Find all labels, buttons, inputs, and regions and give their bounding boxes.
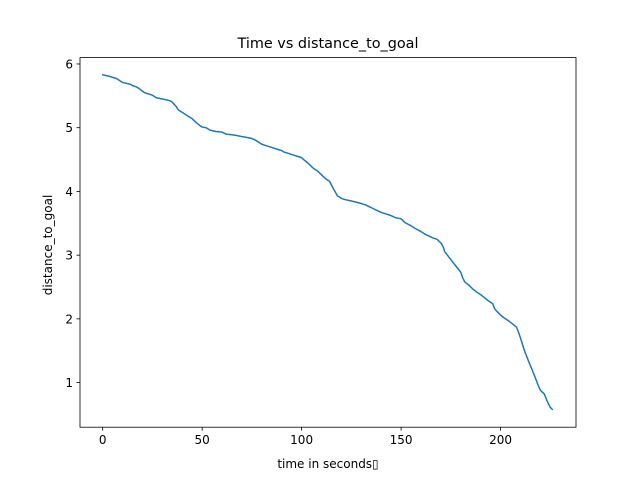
series-line-0 <box>101 73 554 411</box>
x-axis-label: time in seconds▯ <box>277 457 378 471</box>
y-axis-label: distance_to_goal <box>41 195 55 296</box>
axes-frame <box>79 57 577 428</box>
y-tick-label: 3 <box>65 249 73 263</box>
x-tick-label: 150 <box>390 433 413 447</box>
plot-area: 0 50 100 150 200 1 2 3 4 5 6 <box>65 57 577 447</box>
y-tick-label: 6 <box>65 57 73 71</box>
y-tick-label: 5 <box>65 121 73 135</box>
x-tick-label: 200 <box>489 433 512 447</box>
y-tick-label: 2 <box>65 312 73 326</box>
chart-title: Time vs distance_to_goal <box>237 36 419 52</box>
x-tick-label: 50 <box>195 433 210 447</box>
y-tick-label: 1 <box>65 376 73 390</box>
y-tick-label: 4 <box>65 185 73 199</box>
x-tick-label: 0 <box>99 433 107 447</box>
x-tick-label: 100 <box>290 433 313 447</box>
